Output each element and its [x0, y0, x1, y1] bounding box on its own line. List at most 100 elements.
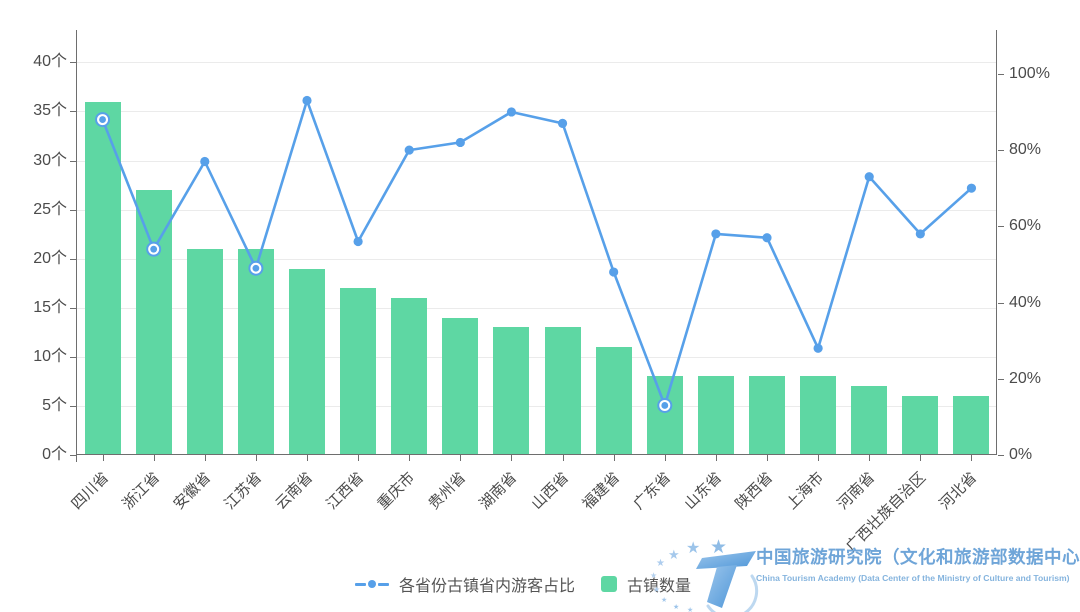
line-point-江苏省[interactable] [252, 264, 260, 272]
y-axis-left-tick [70, 307, 76, 309]
legend-bar-label: 古镇数量 [627, 578, 692, 595]
line-point-重庆市[interactable] [404, 145, 414, 155]
line-point-陕西省[interactable] [762, 233, 772, 243]
y-axis-left-label: 10个 [33, 347, 67, 365]
line-point-广西壮族自治区[interactable] [915, 229, 925, 239]
line-point-山西省[interactable] [557, 118, 568, 128]
plot-area: 0个 5个 10个 15个 20个 25个 30个 35个 40个 0% 20% 40% 60% 80% 1… [33, 30, 1050, 555]
line-point-湖南省[interactable] [506, 107, 517, 117]
bar-重庆市[interactable] [391, 297, 428, 455]
star-icon: ★ [668, 547, 680, 562]
x-axis-label: 福建省 [578, 469, 623, 513]
star-icon: ★ [653, 585, 661, 594]
legend-item-line[interactable]: 各省份古镇省内游客占比 [355, 572, 575, 596]
x-axis-tick [102, 455, 104, 461]
line-point-四川省[interactable] [99, 116, 106, 123]
x-axis-tick [358, 455, 360, 461]
bar-陕西省[interactable] [749, 376, 785, 455]
legend-item-bar[interactable]: 古镇数量 [601, 572, 691, 596]
bar-浙江省[interactable] [135, 190, 172, 455]
gridline [77, 160, 997, 162]
x-axis-tick [562, 455, 564, 461]
gridline [77, 356, 997, 358]
bar-上海市[interactable] [800, 376, 837, 455]
bar-安徽省[interactable] [186, 248, 223, 455]
y-axis-right-tick [998, 378, 1004, 380]
bar-四川省[interactable] [84, 101, 121, 455]
bar-江西省[interactable] [340, 288, 377, 455]
line-point-广东省[interactable] [661, 402, 669, 409]
line-point-河南省[interactable] [864, 172, 874, 182]
y-axis-right-label: 60% [1009, 217, 1042, 235]
x-axis-label: 陕西省 [732, 469, 777, 513]
x-axis-label: 云南省 [272, 469, 317, 513]
bar-series-icon [601, 576, 618, 592]
bar-广西壮族自治区[interactable] [902, 396, 939, 455]
y-axis-right-label: 80% [1009, 141, 1042, 159]
y-axis-left-line [76, 30, 77, 462]
line-point-浙江省[interactable] [150, 245, 158, 253]
x-axis-label: 广东省 [630, 469, 674, 513]
y-axis-right-line [996, 30, 997, 455]
y-axis-right-label: 20% [1009, 369, 1042, 387]
x-axis-tick [869, 455, 871, 461]
x-axis-tick [511, 455, 513, 461]
watermark: ★ ★ ★ ★ ★ ★ ★ ★ ★ 中国旅游研究院（文化和旅游部数据中心） China Tour… [648, 536, 1080, 612]
y-axis-right-tick [998, 455, 1004, 456]
y-axis-left-tick [70, 356, 76, 358]
y-axis-right-tick [998, 302, 1004, 304]
line-point-贵州省[interactable] [455, 137, 465, 148]
x-axis-tick [767, 455, 768, 461]
x-axis-tick [920, 455, 922, 461]
y-axis-left-label: 40个 [33, 53, 67, 71]
gridline [77, 307, 997, 309]
bar-广东省[interactable] [646, 376, 683, 455]
y-axis-right-tick [998, 150, 1004, 152]
x-axis-label: 贵州省 [425, 469, 470, 513]
x-axis-tick [715, 455, 717, 461]
x-axis-tick [664, 455, 666, 461]
watermark-cn-text: 中国旅游研究院（文化和旅游部数据中心） [756, 547, 1080, 567]
line-point-山东省[interactable] [711, 229, 721, 239]
gridline [77, 405, 997, 407]
bar-贵州省[interactable] [442, 317, 479, 455]
bar-江苏省[interactable] [237, 248, 274, 455]
line-point-云南省[interactable] [302, 95, 312, 106]
gridline [77, 209, 997, 211]
bar-河南省[interactable] [851, 386, 888, 455]
china-tourism-academy-logo-icon: ★ ★ ★ ★ ★ ★ ★ ★ ★ [648, 536, 759, 612]
bar-河北省[interactable] [953, 396, 990, 455]
x-axis-label: 河北省 [936, 469, 981, 513]
x-axis-label: 湖南省 [476, 469, 521, 513]
line-point-上海市[interactable] [813, 343, 823, 353]
star-icon: ★ [650, 571, 658, 580]
watermark-en-text: China Tourism Academy (Data Center of th… [756, 573, 1070, 583]
line-point-福建省[interactable] [609, 267, 619, 277]
bar-山东省[interactable] [697, 376, 734, 455]
bar-湖南省[interactable] [493, 327, 530, 455]
x-axis-label: 四川省 [67, 469, 112, 513]
y-axis-left-tick [70, 258, 76, 260]
bar-山西省[interactable] [544, 327, 581, 455]
bar-福建省[interactable] [595, 347, 632, 455]
y-axis-left-tick [70, 455, 76, 456]
line-point-江西省[interactable] [353, 236, 363, 247]
line-point-河北省[interactable] [966, 183, 977, 193]
x-axis-tick [255, 455, 257, 461]
y-axis-left-label: 5个 [42, 396, 67, 414]
y-axis-right-label: 0% [1009, 446, 1033, 463]
y-axis-right-tick [998, 73, 1004, 75]
x-axis-tick [307, 455, 308, 461]
x-axis-tick [613, 455, 615, 461]
x-axis-label: 重庆市 [374, 469, 419, 513]
line-point-安徽省[interactable] [200, 156, 210, 167]
star-icon: ★ [656, 558, 665, 569]
logo-t-icon [696, 551, 759, 612]
y-axis-left-tick [70, 209, 76, 211]
y-axis-right-tick [998, 226, 1004, 228]
x-axis-tick [971, 455, 973, 461]
star-icon: ★ [687, 607, 694, 612]
line-series-icon [355, 580, 389, 588]
bar-云南省[interactable] [289, 268, 325, 455]
gridline [77, 62, 997, 64]
